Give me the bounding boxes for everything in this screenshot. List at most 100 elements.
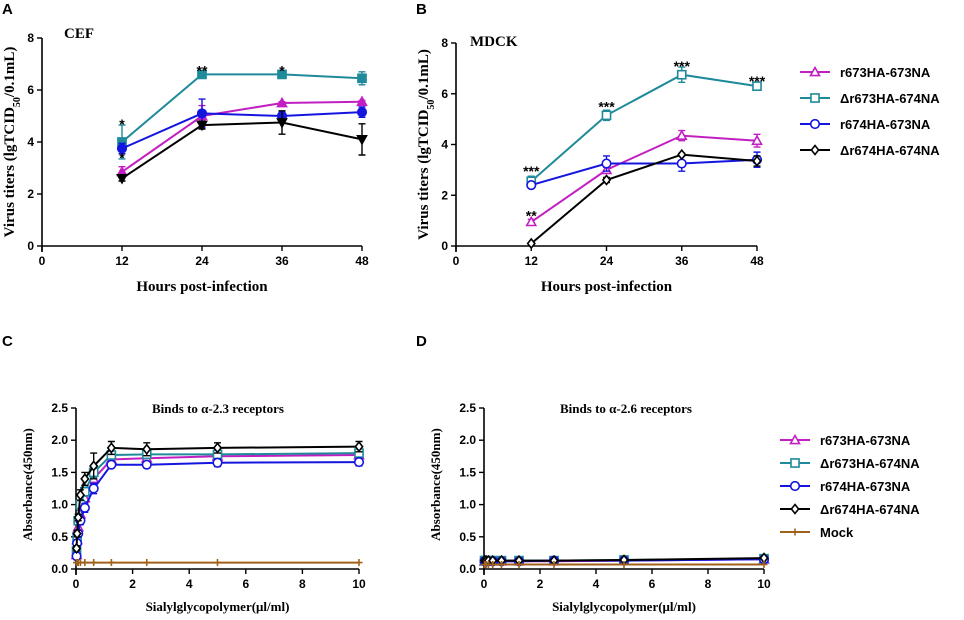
y-tick-label: 1.0 [459, 498, 476, 512]
x-tick-label: 10 [352, 577, 366, 591]
y-tick-label: 2 [27, 187, 34, 201]
significance-label: * [119, 116, 125, 132]
legend-marker [810, 93, 820, 103]
x-tick-label: 24 [600, 254, 614, 268]
data-point [72, 527, 82, 540]
significance-label: *** [749, 73, 766, 89]
x-tick-label: 48 [750, 254, 764, 268]
series-Δr673HA-674NA [526, 66, 762, 188]
legend-marker [810, 144, 820, 156]
legend-marker [809, 65, 821, 77]
series-line [531, 158, 758, 187]
panel-D: D 0.0 0.5 1.0 1.5 2.0 2.5 0 2 4 6 8 10 Sialylglycopol… [416, 333, 771, 614]
y-axis-label: Virus titers (lgTCID50/0.1mL) [2, 47, 23, 238]
panel-letter: B [416, 1, 427, 18]
legend-entry: Mock [780, 525, 854, 540]
data-point [88, 483, 99, 494]
data-point [79, 502, 90, 513]
data-point [197, 69, 207, 80]
y-tick-label: 1.5 [459, 465, 476, 479]
legend-marker [790, 458, 800, 468]
x-tick-label: 12 [525, 254, 539, 268]
x-axis-label: Sialylglycopolymer(μl/ml) [552, 599, 696, 614]
significance-label: *** [598, 98, 615, 114]
data-point [760, 560, 768, 568]
legend-label: Δr674HA-674NA [840, 143, 940, 158]
x-tick-label: 10 [757, 577, 771, 591]
legend-entry: Δr674HA-674NA [800, 143, 940, 158]
series-line [75, 445, 360, 549]
panel-letter: C [2, 333, 13, 350]
legend-marker [809, 118, 821, 130]
data-point [601, 110, 612, 121]
panel-title: Binds to α-2.3 receptors [152, 401, 284, 416]
x-tick-label: 24 [195, 254, 209, 268]
data-point [214, 559, 221, 567]
x-axis-label: Sialylglycopolymer(μl/ml) [146, 599, 290, 614]
data-point [498, 560, 505, 568]
data-point [357, 73, 367, 84]
x-tick-label: 0 [453, 254, 460, 268]
data-point [752, 81, 762, 91]
panel-title: Binds to α-2.6 receptors [560, 401, 692, 416]
y-tick-label: 2.0 [459, 433, 476, 447]
y-tick-label: 2.5 [51, 401, 68, 415]
legend-entry: r674HA-673NA [780, 479, 911, 494]
legend-label: r673HA-673NA [820, 433, 911, 448]
data-point [355, 559, 363, 567]
x-tick-label: 0 [481, 577, 488, 591]
data-point [515, 560, 523, 568]
y-tick-label: 0 [441, 239, 448, 253]
x-tick-label: 2 [129, 577, 136, 591]
data-point [196, 120, 208, 132]
data-point [106, 459, 117, 470]
data-point [751, 134, 763, 146]
series-Δr673HA-674NA [117, 69, 367, 160]
data-point [356, 107, 368, 118]
x-axis-label: Hours post-infection [136, 279, 268, 295]
y-tick-label: 4 [27, 135, 34, 149]
series-r673HA-673NA [116, 95, 368, 178]
data-point [141, 459, 152, 470]
data-point [89, 460, 99, 472]
series-Δr674HA-674NA [116, 110, 368, 185]
legend-label: Δr674HA-674NA [820, 502, 920, 517]
y-tick-label: 8 [441, 36, 448, 50]
panel-letter: A [2, 1, 13, 18]
series-line [75, 461, 360, 557]
legend-marker [789, 433, 801, 445]
significance-label: ** [197, 63, 208, 79]
y-axis-label: Absorbance(450nm) [20, 428, 35, 541]
x-tick-label: 6 [649, 577, 656, 591]
series-line [75, 454, 360, 555]
data-point [106, 442, 116, 454]
data-point [526, 237, 536, 250]
legend-marker [791, 528, 799, 536]
series-line [121, 121, 363, 180]
y-tick-label: 0.5 [51, 530, 68, 544]
x-tick-label: 0 [39, 254, 46, 268]
significance-label: * [279, 63, 285, 79]
data-point [354, 440, 364, 453]
data-point [276, 118, 288, 129]
data-point [116, 174, 128, 185]
legend-top: r673HA-673NA Δr673HA-674NA r674HA-673NA Δr6… [800, 65, 940, 158]
data-point [81, 559, 89, 567]
legend-marker [790, 503, 800, 515]
series-Δr674HA-674NA [526, 148, 762, 250]
data-point [620, 560, 628, 568]
data-point [277, 69, 287, 80]
data-point [676, 158, 687, 169]
significance-label: * [119, 150, 125, 166]
legend-marker [789, 480, 801, 492]
legend-entry: Δr673HA-674NA [800, 91, 940, 106]
data-point [489, 560, 497, 568]
panel-C: C 0.0 0.5 1.0 1.5 2.0 2.5 0 2 4 6 8 10 Sialylglycopol… [2, 333, 366, 614]
significance-label: ** [526, 208, 537, 224]
x-axis-label: Hours post-infection [541, 279, 673, 295]
y-axis-label: Absorbance(450nm) [428, 428, 443, 541]
x-tick-label: 2 [537, 577, 544, 591]
legend-label: Δr673HA-674NA [840, 91, 940, 106]
